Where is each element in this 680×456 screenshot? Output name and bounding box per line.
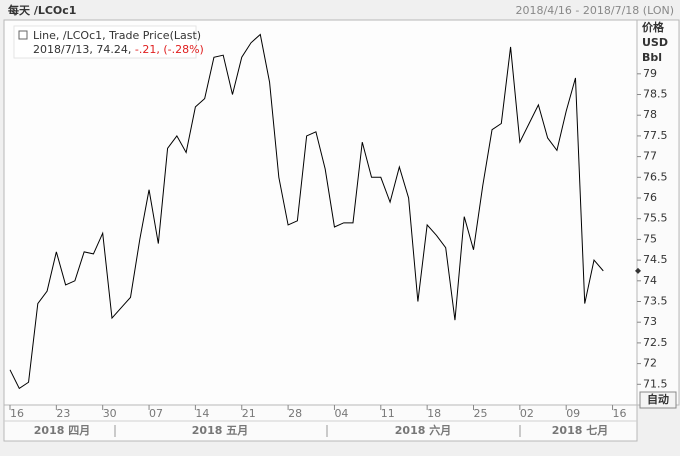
x-tick-label: 25 (474, 407, 488, 420)
y-tick-label: 78 (643, 108, 657, 121)
x-tick-label: 07 (149, 407, 163, 420)
x-tick-label: 28 (288, 407, 302, 420)
x-tick-label: 09 (566, 407, 580, 420)
y-tick-label: 77.5 (643, 129, 668, 142)
month-label: 2018 六月 (395, 423, 451, 437)
date-range: 2018/4/16 - 2018/7/18 (LON) (516, 4, 674, 17)
x-tick-label: 23 (56, 407, 70, 420)
x-tick-label: 04 (334, 407, 348, 420)
y-tick-label: 76.5 (643, 170, 668, 183)
x-tick-label: 16 (613, 407, 627, 420)
y-tick-label: 72 (643, 357, 657, 370)
y-tick-label: 78.5 (643, 88, 668, 101)
y-tick-label: 75 (643, 232, 657, 245)
month-label: 2018 五月 (192, 424, 248, 437)
legend-text: Line, /LCOc1, Trade Price(Last) (33, 29, 201, 42)
x-tick-label: 21 (242, 407, 256, 420)
y-tick-label: 75.5 (643, 212, 668, 225)
auto-button-label[interactable]: 自动 (647, 392, 669, 406)
x-tick-label: 02 (520, 407, 534, 420)
x-tick-label: 16 (10, 407, 24, 420)
y-axis-area (636, 19, 680, 406)
x-tick-label: 11 (381, 407, 395, 420)
y-tick-label: 72.5 (643, 336, 668, 349)
month-label: 2018 四月 (34, 424, 90, 437)
y-tick-label: 79 (643, 67, 657, 80)
y-tick-label: 73.5 (643, 295, 668, 308)
price-line (9, 33, 604, 390)
x-tick-label: 30 (103, 407, 117, 420)
legend-change: -.21, (-.28%) (135, 43, 204, 56)
legend-info: 2018/7/13, 74.24, -.21, (-.28%) (33, 43, 204, 56)
y-tick-label: 74 (643, 274, 657, 287)
x-tick-label: 14 (195, 407, 209, 420)
legend-value: 2018/7/13, 74.24, (33, 43, 131, 56)
y-tick-label: 76 (643, 191, 657, 204)
legend-icon (18, 30, 28, 40)
legend (13, 25, 197, 59)
y-tick-label: 74.5 (643, 253, 668, 266)
y-tick-label: 77 (643, 150, 657, 163)
y-tick-label: 71.5 (643, 377, 668, 390)
y-tick-label: 73 (643, 315, 657, 328)
x-tick-label: 18 (427, 407, 441, 420)
axis-header: 价格 (642, 20, 665, 34)
chart-title: 每天 /LCOc1 (8, 3, 76, 17)
plot-area (3, 19, 638, 406)
month-label: 2018 七月 (552, 423, 608, 437)
axis-header: USD (642, 36, 668, 49)
x-axis-area (3, 404, 638, 442)
last-price-marker (635, 267, 641, 274)
axis-header: Bbl (642, 51, 662, 64)
auto-button[interactable] (639, 391, 677, 409)
